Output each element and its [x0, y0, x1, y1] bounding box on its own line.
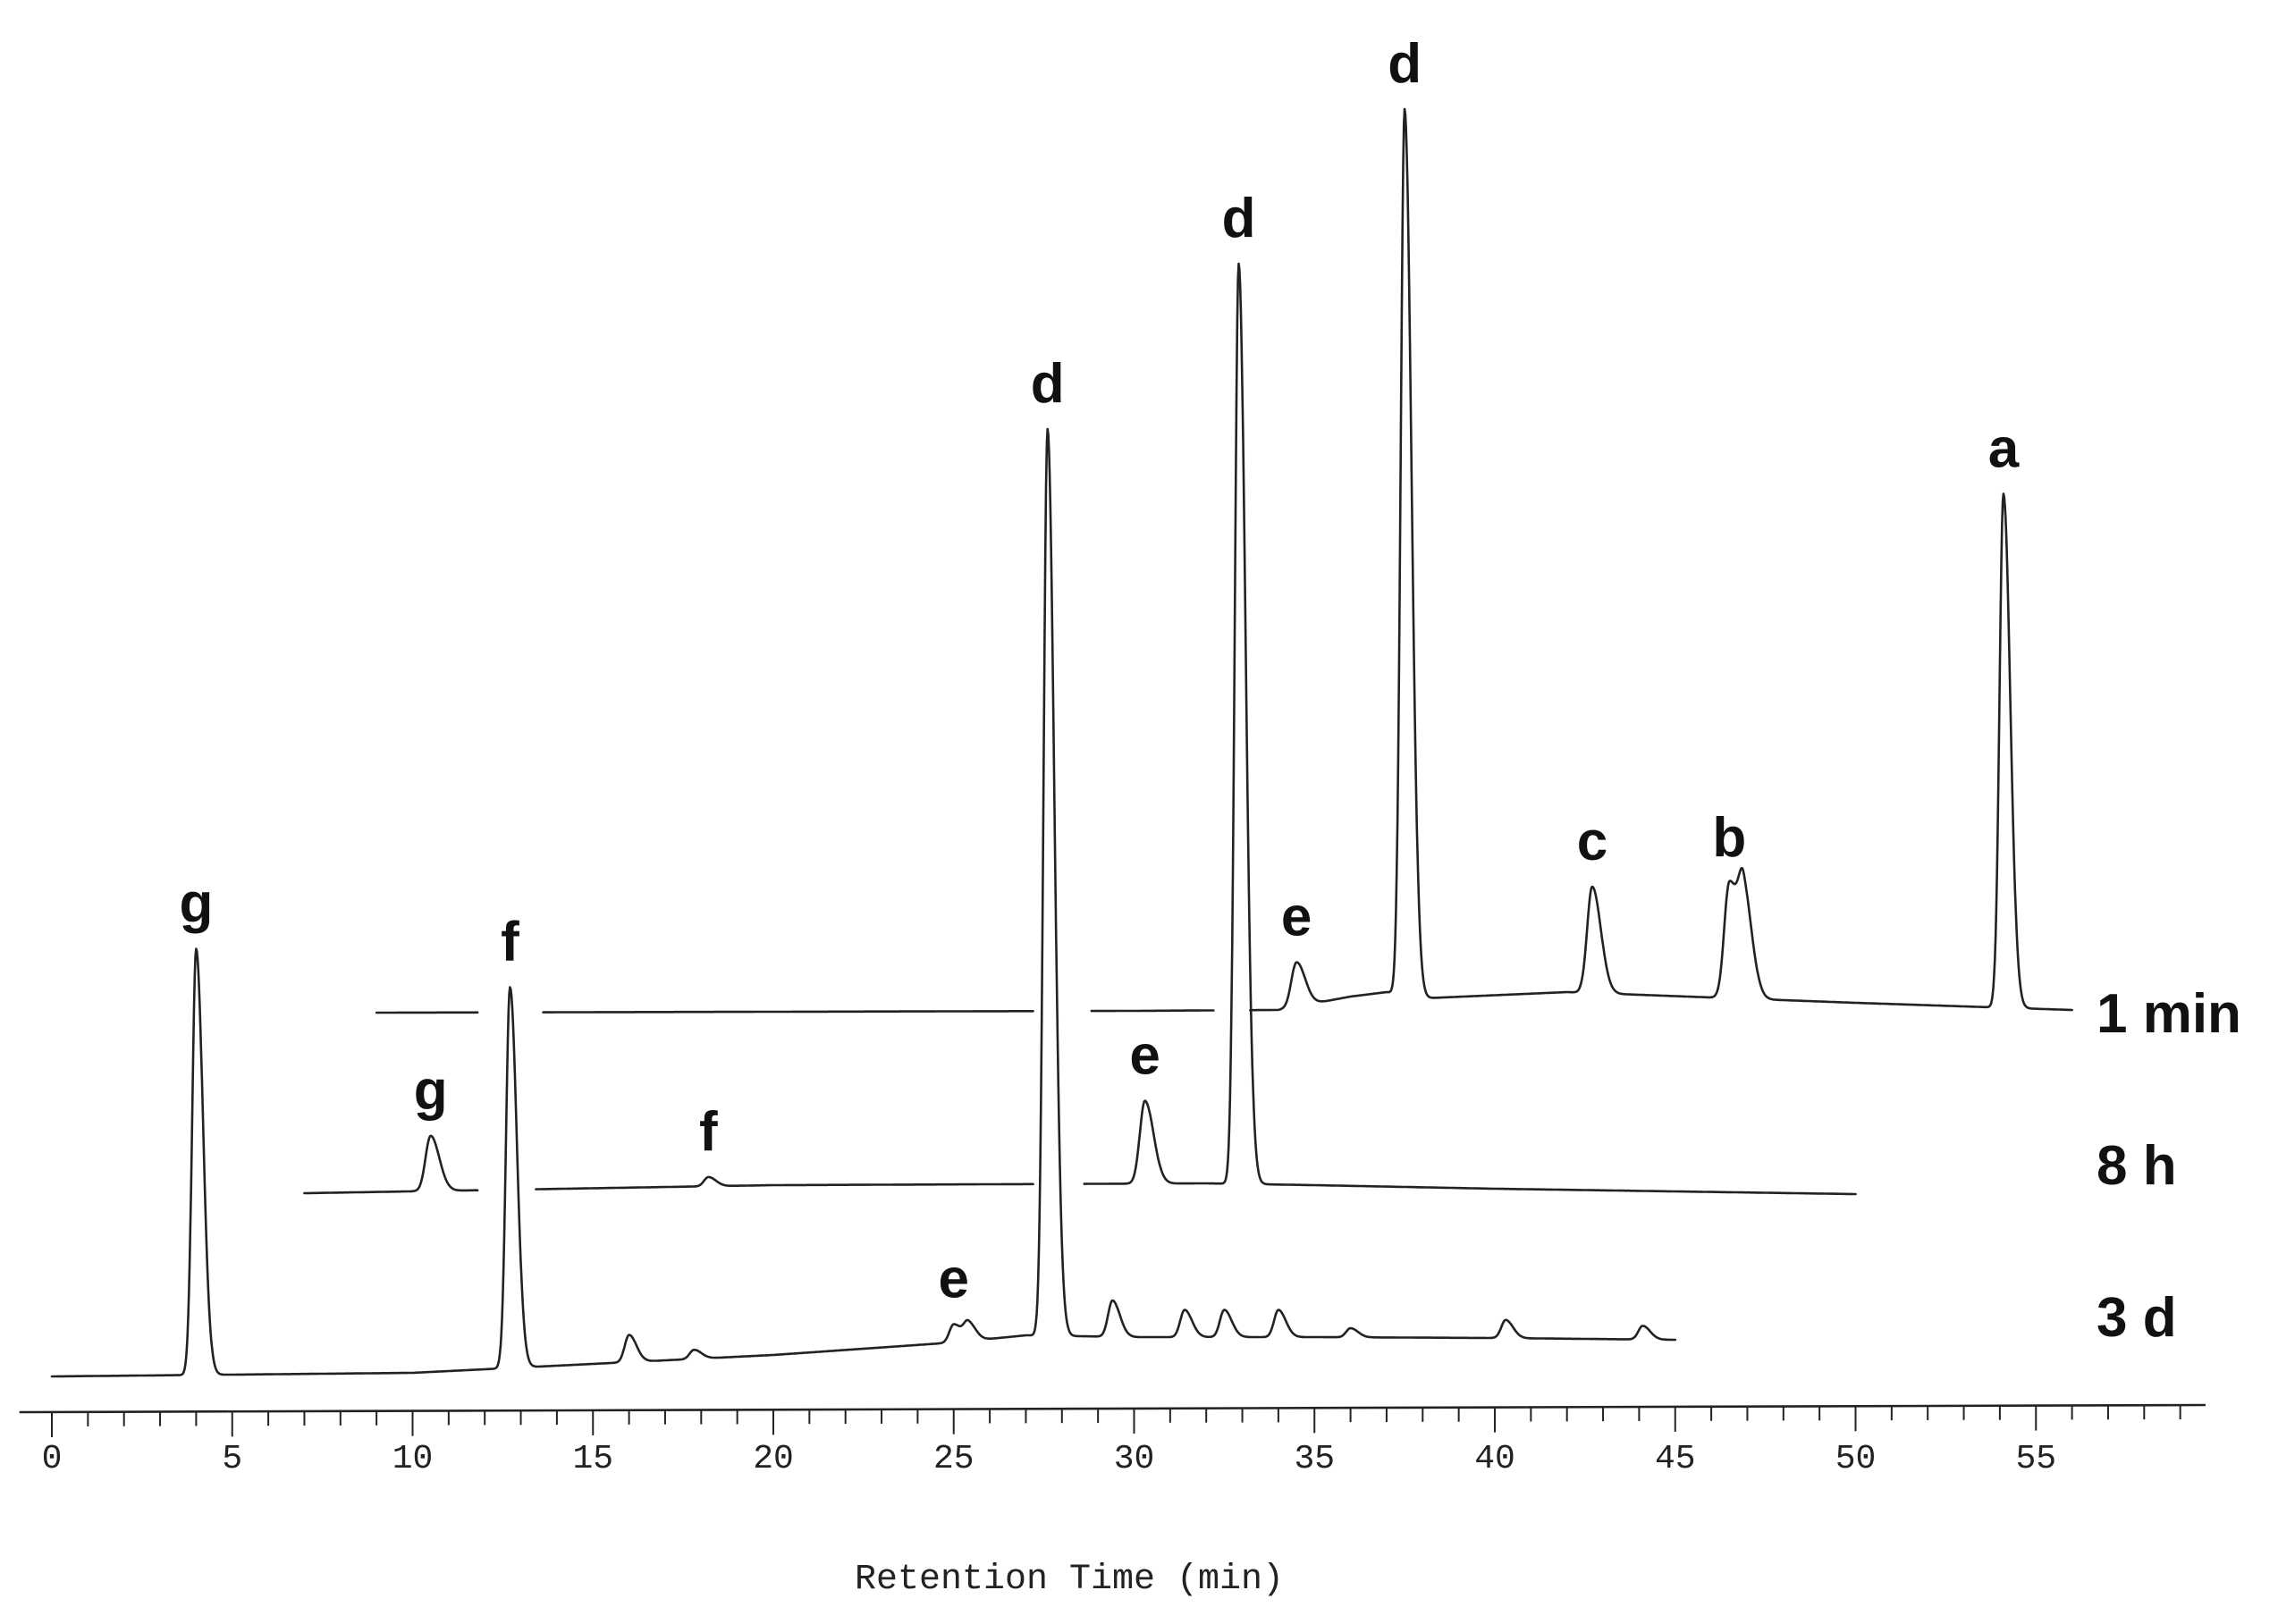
x-tick-label-20: 20 [753, 1440, 794, 1478]
trace-8-h-segment-3 [1083, 262, 1857, 1196]
series-label-1-min: 1 min [2097, 983, 2241, 1045]
peak-label-8-h-g: g [414, 1060, 448, 1122]
x-tick-label-50: 50 [1835, 1440, 1877, 1478]
trace-1-min-segment-4 [1249, 107, 2073, 1012]
trace-3-d-segment-1 [50, 427, 1677, 1378]
x-tick-label-10: 10 [392, 1440, 434, 1478]
peak-label-1-min-d: d [1388, 33, 1422, 95]
peak-label-3-d-d: d [1031, 353, 1065, 415]
peak-label-1-min-e: e [1281, 887, 1312, 948]
peak-labels: e d c b a g f e d g f e d [179, 33, 2019, 1310]
series-label-8-h: 8 h [2097, 1135, 2177, 1197]
peak-label-1-min-c: c [1577, 811, 1607, 872]
trace-8-h-segment-1 [303, 1134, 479, 1195]
peak-label-3-d-e: e [939, 1249, 969, 1310]
x-tick-label-35: 35 [1294, 1440, 1335, 1478]
peak-label-3-d-f: f [501, 912, 519, 973]
x-tick-label-30: 30 [1114, 1440, 1155, 1478]
x-tick-label-15: 15 [572, 1440, 613, 1478]
peak-label-1-min-b: b [1712, 807, 1746, 869]
x-tick-label-0: 0 [42, 1440, 63, 1478]
x-tick-label-25: 25 [933, 1440, 974, 1478]
x-tick-label-55: 55 [2015, 1440, 2056, 1478]
x-tick-label-5: 5 [222, 1440, 242, 1478]
x-axis-line [19, 1403, 2206, 1414]
x-axis-title: Retention Time (min) [855, 1560, 1284, 1600]
trace-1-min-segment-2 [542, 1010, 1034, 1014]
chromatogram-traces [50, 107, 2073, 1378]
series-labels: 1 min 8 h 3 d [2097, 983, 2241, 1349]
trace-8-h-segment-2 [535, 1175, 1034, 1191]
x-axis: 0 5 10 15 20 25 30 35 40 45 50 55 [19, 1403, 2206, 1478]
x-tick-label-40: 40 [1474, 1440, 1515, 1478]
peak-label-8-h-f: f [699, 1101, 718, 1163]
peak-label-8-h-e: e [1129, 1025, 1160, 1087]
x-tick-label-45: 45 [1655, 1440, 1696, 1478]
peak-label-3-d-g: g [179, 873, 213, 935]
series-label-3-d: 3 d [2097, 1287, 2177, 1349]
peak-label-8-h-d: d [1222, 188, 1256, 249]
peak-label-1-min-a: a [1988, 417, 2020, 479]
trace-1-min-segment-3 [1090, 1009, 1215, 1013]
